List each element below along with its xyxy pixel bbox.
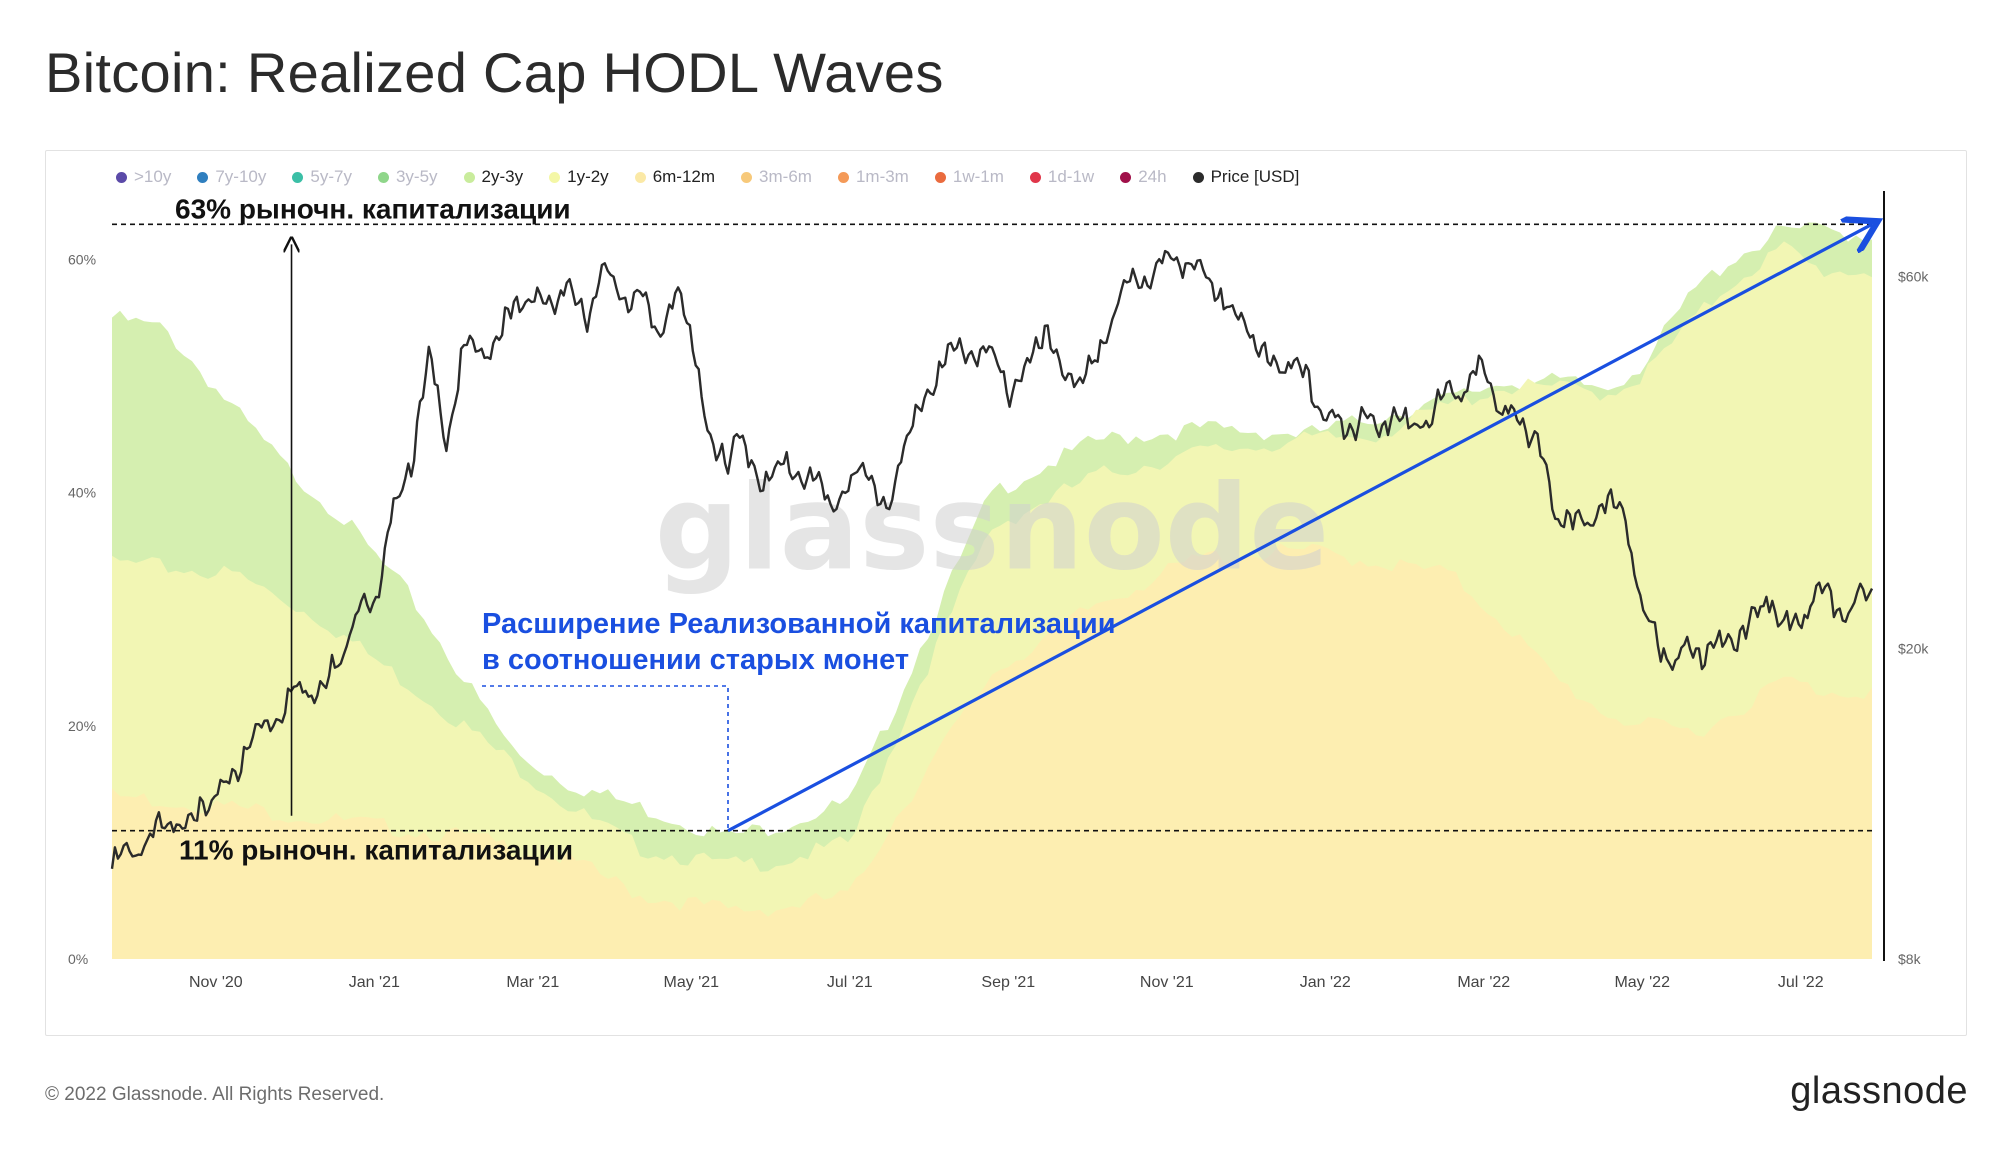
legend-item-1[interactable]: 7y-10y — [197, 167, 266, 187]
note-line-1: Расширение Реализованной капитализации — [482, 608, 1116, 640]
legend-item-7[interactable]: 3m-6m — [741, 167, 812, 187]
y-left-tick-label: 40% — [68, 485, 96, 501]
x-tick-label: Jan '22 — [1300, 974, 1351, 991]
x-tick-label: Jul '21 — [827, 974, 873, 991]
y-left-tick-label: 60% — [68, 251, 96, 267]
legend-dot-icon — [934, 171, 946, 183]
legend-label: 1m-3m — [855, 167, 909, 186]
legend-item-11[interactable]: 24h — [1120, 167, 1167, 187]
legend-label: 2y-3y — [481, 167, 524, 186]
legend-item-8[interactable]: 1m-3m — [837, 167, 909, 187]
legend-label: 3y-5y — [395, 167, 438, 186]
x-tick-label: Jul '22 — [1778, 974, 1824, 991]
legend-item-12[interactable]: Price [USD] — [1192, 167, 1300, 187]
legend-item-5[interactable]: 1y-2y — [549, 167, 609, 187]
x-tick-label: Mar '21 — [506, 974, 559, 991]
legend-label: 5y-7y — [310, 167, 352, 186]
legend-label: 1w-1m — [952, 167, 1004, 186]
legend-dot-icon — [1192, 171, 1204, 183]
x-tick-label: May '21 — [664, 974, 720, 991]
y-left-tick-label: 20% — [68, 718, 96, 734]
x-tick-label: Nov '21 — [1140, 974, 1194, 991]
note-line-2: в соотношении старых монет — [482, 644, 909, 676]
legend-item-2[interactable]: 5y-7y — [292, 167, 352, 187]
legend-item-9[interactable]: 1w-1m — [934, 167, 1004, 187]
chart-legend: >10y 7y-10y 5y-7y 3y-5y 2y-3y 1y-2y 6m-12m 3m-6… — [116, 167, 1325, 187]
legend-label: 7y-10y — [215, 167, 267, 186]
y-right-tick-label: $60k — [1898, 269, 1929, 285]
x-tick-label: May '22 — [1614, 974, 1670, 991]
watermark-text: glassnode — [655, 458, 1330, 596]
legend-dot-icon — [837, 171, 849, 183]
legend-label: 1y-2y — [567, 167, 609, 186]
page-title: Bitcoin: Realized Cap HODL Waves — [45, 41, 944, 104]
trend-arrow — [727, 224, 1872, 833]
legend-item-10[interactable]: 1d-1w — [1029, 167, 1095, 187]
hodl-waves-chart: glassnode 0% 20% 40% 60% $8k $20k $60k Nov '20 Ja… — [68, 191, 1929, 991]
legend-label: Price [USD] — [1210, 167, 1300, 186]
legend-label: 1d-1w — [1047, 167, 1095, 186]
note-bracket — [482, 685, 729, 831]
brand-logo: glassnode — [1790, 1070, 1968, 1112]
legend-dot-icon — [1029, 171, 1041, 183]
legend-label: 6m-12m — [652, 167, 716, 186]
legend-label: 24h — [1138, 167, 1167, 186]
top-level-label: 63% рыночн. капитализации — [175, 193, 571, 224]
bottom-level-label: 11% рыночн. капитализации — [179, 835, 573, 866]
legend-item-3[interactable]: 3y-5y — [377, 167, 438, 187]
legend-dot-icon — [377, 171, 389, 183]
legend-item-4[interactable]: 2y-3y — [463, 167, 524, 187]
x-tick-label: Nov '20 — [189, 974, 243, 991]
y-left-tick-label: 0% — [68, 951, 88, 967]
legend-dot-icon — [197, 171, 209, 183]
x-tick-label: Sep '21 — [981, 974, 1035, 991]
price-line — [110, 249, 1874, 869]
legend-dot-icon — [741, 171, 753, 183]
x-tick-label: Jan '21 — [349, 974, 400, 991]
legend-dot-icon — [116, 171, 127, 183]
legend-dot-icon — [1120, 171, 1132, 183]
area-6m-12m — [112, 543, 1872, 959]
legend-dot-icon — [463, 171, 475, 183]
legend-dot-icon — [292, 171, 304, 183]
y-right-tick-label: $8k — [1898, 951, 1922, 967]
legend-item-0[interactable]: >10y — [116, 167, 171, 187]
y-right-tick-label: $20k — [1898, 641, 1929, 657]
copyright-text: © 2022 Glassnode. All Rights Reserved. — [45, 1084, 385, 1105]
legend-label: >10y — [134, 167, 172, 186]
chart-frame: >10y 7y-10y 5y-7y 3y-5y 2y-3y 1y-2y 6m-12m 3m-6… — [45, 150, 1967, 1036]
legend-label: 3m-6m — [759, 167, 812, 186]
legend-item-6[interactable]: 6m-12m — [634, 167, 716, 187]
legend-dot-icon — [634, 171, 646, 183]
x-tick-label: Mar '22 — [1457, 974, 1510, 991]
legend-dot-icon — [549, 171, 561, 183]
